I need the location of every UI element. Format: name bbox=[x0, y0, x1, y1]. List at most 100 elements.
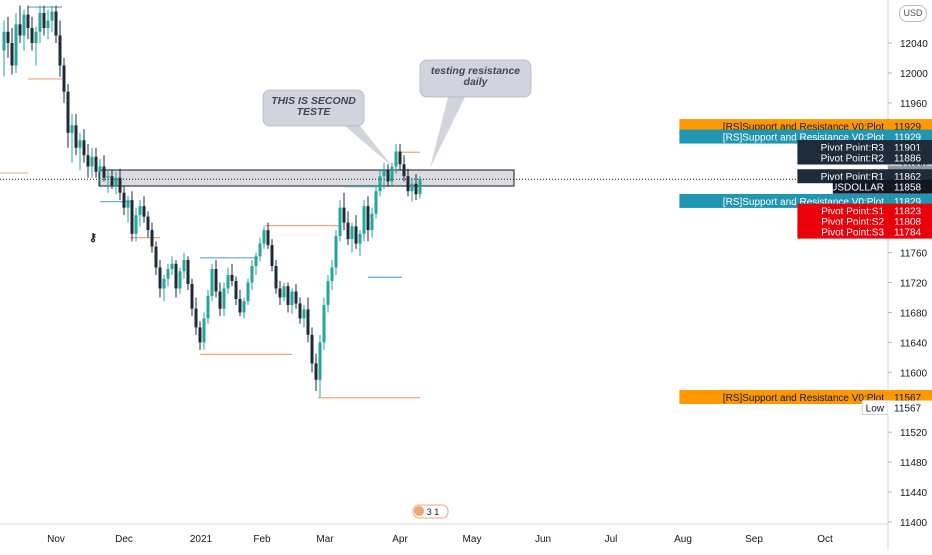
candle-body bbox=[346, 222, 350, 240]
candle-body bbox=[30, 28, 34, 43]
candle-body bbox=[150, 230, 154, 247]
candle-body bbox=[222, 288, 226, 309]
x-tick-label: Jul bbox=[605, 534, 618, 545]
candle-body bbox=[54, 11, 58, 36]
candle-body bbox=[238, 298, 242, 313]
candle-body bbox=[366, 206, 370, 231]
candle-body bbox=[14, 24, 18, 66]
candle-body bbox=[206, 295, 210, 319]
candle-body bbox=[174, 263, 178, 289]
price-label-value-text: 11784 bbox=[894, 228, 922, 239]
candle-body bbox=[6, 31, 10, 43]
price-label-value bbox=[888, 179, 932, 194]
candle-body bbox=[186, 260, 190, 284]
candle-body bbox=[342, 207, 346, 223]
candle-body bbox=[318, 342, 322, 380]
candle-body bbox=[274, 266, 278, 289]
candle-body bbox=[106, 176, 110, 178]
price-label-value-text: 11567 bbox=[894, 393, 922, 404]
candle-body bbox=[378, 176, 382, 192]
callout-second-test-pointer bbox=[345, 126, 393, 167]
candle-body bbox=[182, 260, 186, 272]
x-tick-label: May bbox=[463, 534, 482, 545]
candle-body bbox=[154, 246, 158, 268]
candle-body bbox=[214, 269, 218, 292]
candle-body bbox=[26, 14, 30, 29]
callout-second-test-text: THIS IS SECOND bbox=[271, 95, 356, 107]
x-tick-label: Oct bbox=[817, 534, 833, 545]
x-tick-label: Aug bbox=[674, 534, 692, 545]
candle-body bbox=[298, 303, 302, 319]
callout-second-test-box[interactable] bbox=[262, 89, 365, 127]
price-label-value-text: 11858 bbox=[894, 183, 922, 194]
x-tick-label: Sep bbox=[745, 534, 763, 545]
price-label-value bbox=[888, 224, 932, 239]
y-tick-label: 11680 bbox=[900, 308, 928, 319]
candle-body bbox=[146, 216, 150, 231]
candle-body bbox=[338, 207, 342, 237]
candle-body bbox=[166, 269, 170, 279]
candle-body bbox=[98, 166, 102, 172]
callout-testing-resistance-text: daily bbox=[464, 76, 489, 88]
currency-button[interactable]: USD bbox=[899, 5, 927, 22]
candle-body bbox=[418, 179, 422, 195]
candle-body bbox=[258, 243, 262, 257]
candle-body bbox=[314, 363, 318, 380]
price-label-name-text: Pivot Point:R2 bbox=[821, 154, 885, 165]
candle-body bbox=[262, 230, 266, 244]
candle-body bbox=[302, 309, 306, 319]
candle-body bbox=[142, 206, 146, 217]
candle-body bbox=[410, 183, 414, 192]
callout-testing-resistance-box[interactable] bbox=[419, 59, 532, 98]
candle-body bbox=[102, 166, 106, 178]
y-tick-label: 11600 bbox=[900, 368, 928, 379]
price-label-name bbox=[797, 224, 888, 239]
candle-body bbox=[386, 170, 390, 182]
candle-body bbox=[266, 230, 270, 246]
candle-body bbox=[78, 140, 82, 148]
candle-body bbox=[306, 309, 310, 335]
price-label-name-text: [RS]Support and Resistance V0:Plot bbox=[723, 393, 884, 404]
candle-body bbox=[226, 275, 230, 289]
price-label-name-text: [RS]Support and Resistance V0:Plot bbox=[723, 122, 884, 133]
candle-body bbox=[74, 125, 78, 148]
price-label-name-text: Low bbox=[866, 403, 885, 414]
candle-body bbox=[126, 200, 130, 208]
price-label-value-text: 11823 bbox=[894, 207, 922, 218]
candle-body bbox=[382, 170, 386, 177]
candle-body bbox=[130, 200, 134, 234]
candle-body bbox=[402, 164, 406, 177]
candle-body bbox=[350, 226, 354, 240]
candle-body bbox=[94, 156, 98, 172]
callout-testing-resistance-text: testing resistance bbox=[431, 65, 520, 77]
price-label-value-text: 11567 bbox=[894, 403, 922, 414]
candle-body bbox=[246, 282, 250, 302]
candle-body bbox=[198, 327, 202, 343]
price-label-name bbox=[679, 390, 888, 405]
candle-body bbox=[2, 31, 6, 51]
x-tick-label: Dec bbox=[115, 534, 133, 545]
y-tick-label: 11640 bbox=[900, 338, 928, 349]
candle-body bbox=[362, 206, 366, 234]
candle-body bbox=[370, 213, 374, 231]
candle-body bbox=[354, 226, 358, 244]
resistance-zone[interactable] bbox=[98, 169, 515, 187]
candle-body bbox=[230, 275, 234, 282]
x-tick-label: 2021 bbox=[190, 534, 213, 545]
candle-body bbox=[70, 125, 74, 133]
candle-body bbox=[294, 291, 298, 304]
candle-body bbox=[158, 267, 162, 289]
y-tick-label: 11440 bbox=[900, 488, 928, 499]
candle-body bbox=[122, 192, 126, 208]
x-tick-label: Mar bbox=[316, 534, 334, 545]
bar-marker-icon: ⚷ bbox=[89, 232, 97, 244]
candle-body bbox=[178, 271, 182, 289]
price-label-value-text: 11929 bbox=[894, 133, 922, 144]
candle-body bbox=[210, 269, 214, 296]
candle-body bbox=[250, 266, 254, 283]
candle-body bbox=[82, 140, 86, 156]
candle-body bbox=[374, 191, 378, 214]
candle-body bbox=[10, 43, 14, 66]
